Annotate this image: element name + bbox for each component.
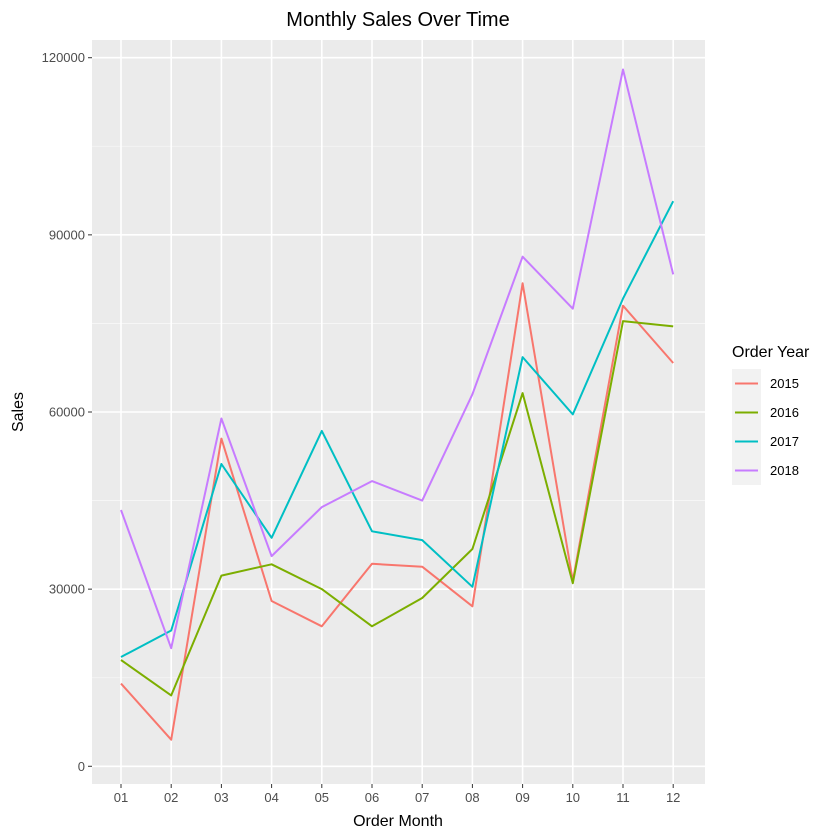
x-tick-label: 04	[264, 790, 278, 805]
x-tick-label: 12	[666, 790, 680, 805]
x-tick-label: 11	[616, 790, 630, 805]
legend-label-2016: 2016	[770, 405, 799, 420]
x-tick-label: 09	[515, 790, 529, 805]
y-tick-label: 60000	[49, 405, 85, 420]
x-axis: 01 02 03 04 05 06 07 08 09 10 11 12	[114, 784, 680, 805]
y-tick-label: 30000	[49, 582, 85, 597]
x-tick-label: 06	[365, 790, 379, 805]
series-line-2018	[120, 68, 675, 650]
y-tick-label: 120000	[42, 50, 85, 65]
y-tick-label: 0	[78, 759, 85, 774]
y-tick-label: 90000	[49, 227, 85, 242]
minor-gridlines	[92, 145, 705, 679]
x-tick-label: 01	[114, 790, 128, 805]
legend-title: Order Year	[732, 344, 810, 361]
x-tick-label: 08	[465, 790, 479, 805]
y-axis: 0 30000 60000 90000 120000	[42, 50, 92, 774]
x-axis-title: Order Month	[353, 813, 443, 830]
y-axis-title: Sales	[10, 392, 27, 432]
legend-label-2015: 2015	[770, 376, 799, 391]
x-tick-label: 05	[315, 790, 329, 805]
series-line-2017	[120, 200, 675, 658]
legend: Order Year 2015 2016 2017 2018	[732, 344, 810, 485]
series-lines	[120, 68, 675, 741]
legend-label-2017: 2017	[770, 434, 799, 449]
x-tick-label: 02	[164, 790, 178, 805]
series-line-2016	[120, 320, 674, 697]
chart-title: Monthly Sales Over Time	[286, 9, 509, 31]
x-tick-label: 07	[415, 790, 429, 805]
x-tick-label: 10	[566, 790, 580, 805]
legend-label-2018: 2018	[770, 463, 799, 478]
x-tick-label: 03	[214, 790, 228, 805]
